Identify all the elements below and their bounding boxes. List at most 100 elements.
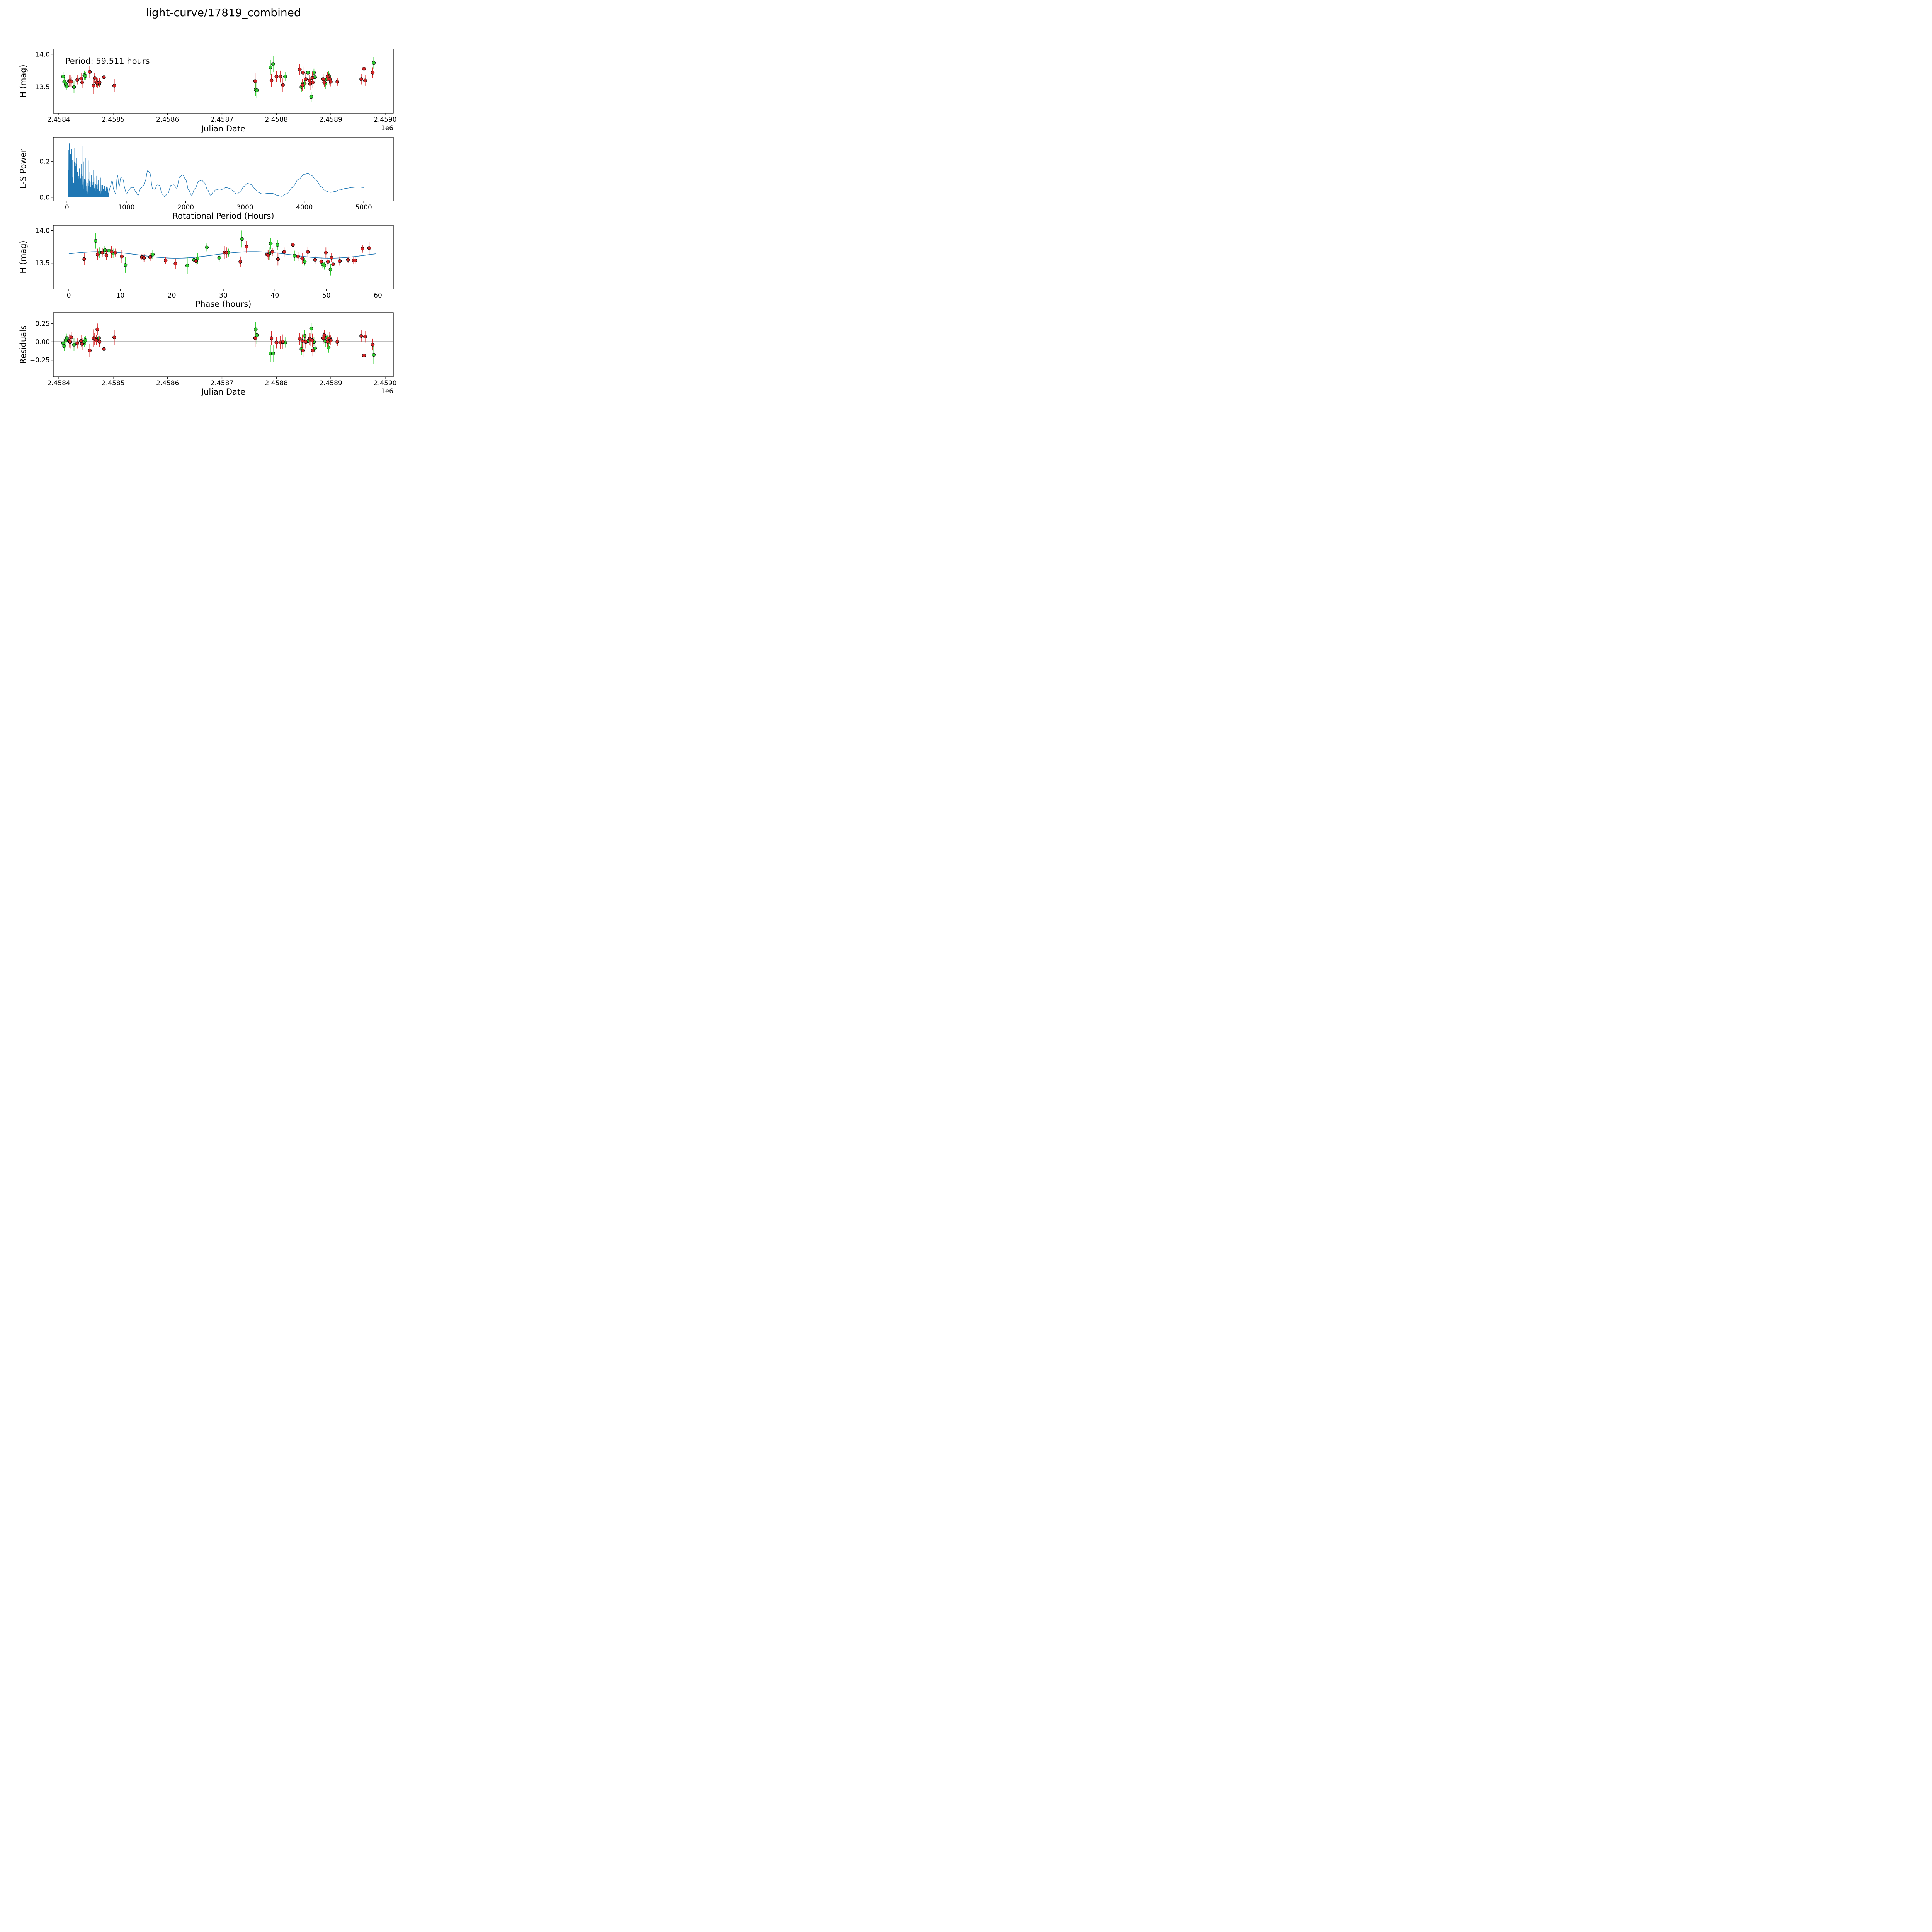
x-tick-label: 0 xyxy=(67,292,71,299)
page-title: light-curve/17819_combined xyxy=(146,6,301,19)
data-point xyxy=(371,71,375,75)
data-point xyxy=(95,253,100,257)
x-tick-label: 2.4584 xyxy=(47,116,70,124)
data-point xyxy=(361,247,364,251)
data-point xyxy=(62,344,66,348)
data-point xyxy=(224,250,228,255)
x-tick-label: 2.4587 xyxy=(211,379,233,387)
model-fit-curve xyxy=(68,251,376,259)
chart-canvas: 2.4584 2.4585 2.4586 2.4587 2.4588 2.4589 2.45… xyxy=(30,49,397,387)
axes-frame xyxy=(53,225,394,289)
data-point xyxy=(238,260,242,264)
x-tick-label: 1000 xyxy=(118,204,134,211)
data-points-green-filter xyxy=(94,237,333,272)
data-point xyxy=(65,84,69,88)
data-point xyxy=(293,254,296,258)
data-point xyxy=(270,250,274,254)
data-point xyxy=(69,335,73,339)
x-tick-label: 2000 xyxy=(177,204,194,211)
data-point xyxy=(65,336,69,340)
x-tick-label: 2.4585 xyxy=(102,116,124,124)
data-point xyxy=(303,260,307,264)
x-tick-label: 10 xyxy=(116,292,125,299)
data-point xyxy=(335,80,339,84)
data-point xyxy=(123,263,128,267)
data-point xyxy=(283,75,287,78)
y-tick-label: 0.2 xyxy=(39,158,50,166)
data-point xyxy=(113,250,117,255)
data-point xyxy=(306,250,310,254)
data-point xyxy=(274,75,279,78)
data-point xyxy=(95,327,99,332)
data-point xyxy=(68,340,72,344)
data-point xyxy=(97,336,101,340)
data-point xyxy=(325,340,330,344)
data-point xyxy=(319,260,323,264)
data-point xyxy=(326,260,330,264)
x-tick-label: 2.4588 xyxy=(265,379,288,387)
x-tick-label: 2.4587 xyxy=(211,116,233,124)
x-tick-label: 2.4589 xyxy=(319,379,342,387)
data-point xyxy=(104,253,109,257)
data-point xyxy=(281,83,285,87)
x-tick-label: 2.4584 xyxy=(47,379,70,387)
y-tick-label: 13.5 xyxy=(35,83,50,91)
data-point xyxy=(321,77,325,81)
axes-frame xyxy=(53,137,394,201)
data-point xyxy=(97,80,102,85)
data-point xyxy=(103,248,107,252)
data-point xyxy=(151,253,155,257)
data-point xyxy=(100,250,104,255)
xlabel-rotational-period: Rotational Period (Hours) xyxy=(172,211,274,221)
y-tick-label: 0.0 xyxy=(39,194,50,202)
x-tick-label: 50 xyxy=(322,292,331,299)
data-point xyxy=(310,338,314,342)
data-point xyxy=(82,257,86,261)
axes-frame xyxy=(53,312,394,377)
data-point xyxy=(309,95,313,99)
data-point xyxy=(88,349,92,352)
data-point xyxy=(367,246,371,250)
data-point xyxy=(372,61,376,65)
data-point xyxy=(102,75,106,79)
x-tick-label: 2.4586 xyxy=(156,379,179,387)
data-point xyxy=(328,267,333,272)
data-point xyxy=(92,84,95,88)
data-point xyxy=(79,77,83,80)
data-point xyxy=(266,253,270,257)
data-point xyxy=(271,351,275,355)
data-point xyxy=(205,245,209,249)
x-tick-label: 2.4585 xyxy=(102,379,124,387)
data-point xyxy=(313,346,317,350)
data-point xyxy=(94,239,98,243)
data-point xyxy=(80,80,84,85)
data-point xyxy=(269,78,274,83)
x-tick-label: 40 xyxy=(271,292,279,299)
y-tick-label: 0.00 xyxy=(35,338,50,346)
period-annotation: Period: 59.511 hours xyxy=(65,56,150,66)
data-point xyxy=(271,62,275,66)
data-point xyxy=(93,76,97,80)
data-point xyxy=(291,243,295,247)
data-point xyxy=(142,256,146,260)
data-point xyxy=(255,88,259,92)
data-point xyxy=(109,250,114,254)
x-offset-1e6-top: 1e6 xyxy=(381,124,393,132)
xlabel-julian-date-top: Julian Date xyxy=(201,124,246,133)
data-points-red-filter xyxy=(82,243,371,266)
data-point xyxy=(276,257,280,261)
x-tick-label: 3000 xyxy=(236,204,253,211)
data-point xyxy=(269,336,274,340)
data-point xyxy=(322,80,326,85)
data-point xyxy=(282,250,286,254)
subplot-1-lightcurve-vs-jd: 2.4584 2.4585 2.4586 2.4587 2.4588 2.4589 2.45… xyxy=(35,49,397,124)
data-point xyxy=(300,257,304,260)
data-point xyxy=(61,75,65,78)
y-tick-label: 0.25 xyxy=(35,320,50,328)
data-point xyxy=(194,259,198,263)
data-point xyxy=(269,242,273,245)
xlabel-phase-hours: Phase (hours) xyxy=(195,299,252,309)
light-curve-figure: light-curve/17819_combined Period: 59.51… xyxy=(0,0,417,417)
data-point xyxy=(335,340,339,344)
data-point xyxy=(173,262,177,266)
